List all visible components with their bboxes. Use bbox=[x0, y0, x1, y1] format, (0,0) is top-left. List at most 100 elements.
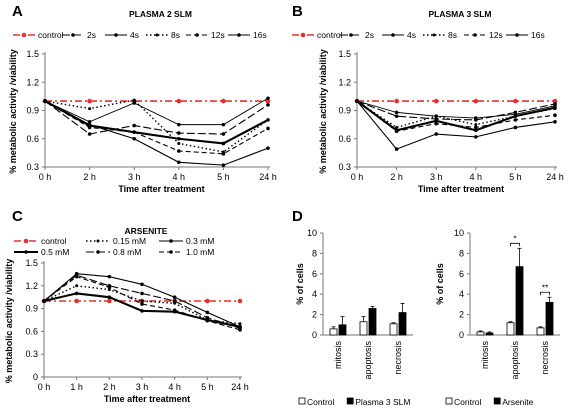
x-tick-label: 4 h bbox=[168, 382, 181, 392]
series-line-2s bbox=[356, 100, 556, 121]
data-point bbox=[140, 282, 144, 287]
legend-swatch bbox=[346, 397, 354, 405]
data-point bbox=[355, 99, 359, 103]
legend-label: 8s bbox=[171, 30, 180, 40]
y-tick-label: 0.3 bbox=[25, 349, 38, 359]
data-point bbox=[74, 298, 79, 304]
data-point bbox=[205, 315, 210, 320]
data-point bbox=[43, 99, 47, 103]
data-point bbox=[434, 119, 439, 123]
chart-title: ARSENITE bbox=[125, 226, 168, 236]
bar bbox=[359, 321, 368, 336]
legend-marker bbox=[391, 33, 395, 37]
y-tick-label: 0.3 bbox=[26, 162, 39, 172]
legend-marker bbox=[155, 33, 159, 37]
data-point bbox=[237, 298, 243, 304]
legend-marker bbox=[71, 33, 75, 37]
x-axis-label: Time after treatment bbox=[418, 184, 504, 194]
data-point bbox=[177, 131, 181, 135]
x-axis-label: Time after treatment bbox=[104, 394, 190, 404]
x-tick-label: necrosis bbox=[540, 341, 550, 375]
x-tick-label: 2 h bbox=[103, 382, 116, 392]
x-tick-label: 2 h bbox=[390, 172, 403, 182]
legend-label: control bbox=[317, 30, 343, 40]
x-tick-label: 3 h bbox=[136, 382, 149, 392]
data-point bbox=[221, 163, 226, 167]
data-point bbox=[107, 295, 112, 300]
x-tick-label: 1 h bbox=[70, 382, 83, 392]
panel-letter-d: D bbox=[292, 208, 303, 225]
legend-marker bbox=[515, 33, 519, 37]
x-tick-label: 24 h bbox=[546, 172, 564, 182]
y-tick-label: 10 bbox=[307, 228, 317, 238]
data-point bbox=[88, 107, 92, 111]
y-tick-label: 8 bbox=[312, 248, 317, 258]
data-point bbox=[221, 152, 226, 156]
legend-marker bbox=[169, 250, 173, 254]
y-axis-label: % metabolic activity /viability bbox=[4, 259, 14, 384]
bar bbox=[545, 301, 554, 336]
y-tick-label: 1.2 bbox=[26, 77, 39, 87]
data-point bbox=[87, 120, 92, 124]
data-point bbox=[177, 160, 181, 165]
data-point bbox=[107, 274, 112, 279]
data-point bbox=[140, 291, 144, 296]
y-tick-label: 4 bbox=[459, 289, 464, 299]
x-tick-label: 3 h bbox=[430, 172, 443, 182]
data-point bbox=[132, 123, 136, 128]
data-point bbox=[177, 136, 181, 141]
bar bbox=[536, 327, 545, 336]
legend-swatch bbox=[298, 397, 306, 405]
series-line-16s bbox=[44, 100, 269, 166]
legend-marker bbox=[96, 239, 100, 243]
x-tick-label: necrosis bbox=[393, 341, 403, 375]
x-tick-label: 0 h bbox=[351, 172, 364, 182]
data-point bbox=[513, 118, 518, 122]
chart-title: PLASMA 2 SLM bbox=[129, 9, 192, 19]
data-point bbox=[513, 114, 518, 118]
y-tick-label: 2 bbox=[312, 310, 317, 320]
data-point bbox=[474, 116, 478, 120]
data-point bbox=[140, 299, 144, 303]
y-axis-label: % of cells bbox=[295, 263, 305, 305]
data-point bbox=[394, 114, 399, 118]
bar bbox=[338, 324, 347, 336]
bar bbox=[329, 328, 338, 336]
legend-label: Control bbox=[307, 397, 335, 407]
panel-letter-b: B bbox=[292, 3, 303, 20]
x-axis-label: Time after treatment bbox=[118, 184, 204, 194]
data-point bbox=[172, 299, 177, 303]
data-point bbox=[107, 285, 112, 290]
bar bbox=[515, 266, 524, 336]
data-point bbox=[132, 98, 136, 102]
legend-marker bbox=[114, 33, 118, 37]
data-point bbox=[107, 298, 112, 304]
x-tick-label: 4 h bbox=[173, 172, 186, 182]
x-tick-label: 24 h bbox=[259, 172, 277, 182]
data-point bbox=[266, 96, 270, 101]
legend-label: 0.3 mM bbox=[186, 236, 214, 246]
data-point bbox=[434, 132, 439, 136]
y-tick-label: 1.5 bbox=[338, 49, 351, 59]
data-point bbox=[266, 126, 270, 131]
data-point bbox=[87, 123, 92, 128]
legend-label: Arsenite bbox=[502, 397, 533, 407]
data-point bbox=[205, 310, 210, 315]
legend-label: control bbox=[38, 30, 64, 40]
x-tick-label: 24 h bbox=[231, 382, 249, 392]
panel-letter-c: C bbox=[12, 208, 23, 225]
data-point bbox=[176, 98, 182, 104]
legend-marker bbox=[349, 33, 353, 37]
legend-swatch bbox=[445, 397, 453, 405]
data-point bbox=[513, 98, 518, 104]
legend-marker bbox=[237, 33, 241, 37]
series-line-4s bbox=[356, 100, 556, 119]
data-point bbox=[87, 98, 92, 104]
data-point bbox=[394, 110, 399, 115]
y-tick-label: 1.5 bbox=[26, 49, 39, 59]
legend-label: 4s bbox=[407, 30, 416, 40]
chart-title: PLASMA 3 SLM bbox=[429, 9, 492, 19]
y-tick-label: 0.9 bbox=[25, 304, 38, 314]
legend-marker bbox=[96, 250, 100, 254]
